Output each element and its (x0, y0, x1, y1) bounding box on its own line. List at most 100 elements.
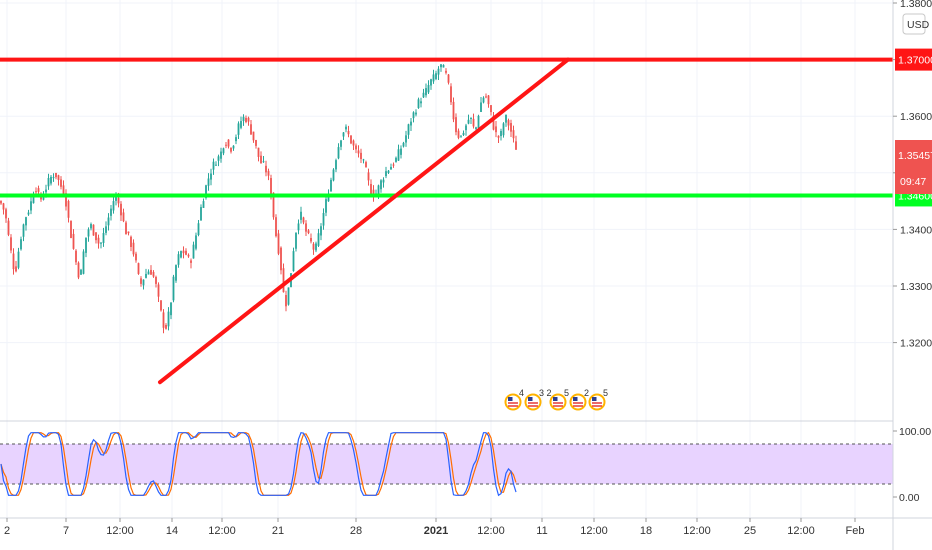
candle-body (347, 130, 350, 135)
candle-body (160, 300, 162, 311)
candle-body (247, 117, 250, 122)
currency-button[interactable]: USD (902, 13, 930, 35)
candle-body (275, 217, 277, 237)
candle-body (132, 242, 135, 255)
candle-body (85, 237, 87, 253)
candle-body (100, 242, 102, 244)
candle-body (195, 235, 197, 249)
candle-body (242, 116, 245, 121)
candle-body (322, 212, 325, 226)
candle-body (477, 115, 480, 129)
candle-body (240, 121, 242, 128)
bar-countdown-label: 09:47 (900, 176, 926, 188)
price-tick-label: 1.32000 (900, 338, 932, 350)
candle-body (482, 97, 485, 103)
candle-body (402, 142, 405, 147)
economic-event-flag-icon[interactable]: 4 (504, 388, 525, 411)
candle-body (512, 130, 515, 139)
candle-body (377, 185, 380, 195)
candle-body (497, 135, 500, 138)
trendline-line[interactable] (158, 57, 570, 385)
candle-body (307, 230, 310, 234)
candle-body (380, 180, 382, 190)
candle-body (507, 120, 510, 126)
candle-body (75, 250, 77, 263)
candle-body (405, 135, 407, 143)
candle-body (387, 170, 390, 173)
candle-body (117, 197, 120, 204)
event-count: 3 2 (539, 388, 552, 398)
candle-body (495, 126, 497, 133)
candle-body (455, 117, 457, 133)
candle-body (70, 220, 72, 239)
candle-body (135, 253, 137, 261)
candle-body (330, 179, 332, 192)
candle-body (230, 147, 232, 152)
candle-body (297, 223, 300, 231)
candle-body (162, 312, 165, 328)
oscillator-tick-label: 0.00 (899, 492, 920, 504)
candle-body (0, 200, 2, 204)
candle-body (360, 152, 362, 160)
candle-body (465, 125, 467, 131)
candle-body (102, 233, 105, 243)
candle-body (245, 117, 247, 123)
candle-body (27, 212, 30, 215)
candle-body (452, 101, 455, 120)
candle-body (185, 250, 187, 255)
candle-body (177, 254, 180, 265)
horizontal-levels[interactable] (0, 57, 893, 198)
candle-body (332, 169, 335, 181)
candle-body (490, 105, 492, 113)
price-tick-label: 1.38000 (900, 0, 932, 10)
candle-body (112, 201, 115, 211)
economic-events[interactable]: 4 3 2 5 2 5 (504, 388, 609, 411)
economic-event-flag-icon[interactable]: 5 (549, 388, 570, 411)
candle-body (220, 151, 222, 159)
candle-body (15, 266, 17, 272)
candle-body (122, 212, 125, 222)
level-price-label: 1.37000 (898, 55, 932, 67)
candle-body (292, 251, 295, 272)
current-price-label: 1.35457 (898, 150, 932, 162)
candle-body (352, 140, 355, 146)
candle-body (115, 196, 117, 201)
candle-body (310, 238, 312, 242)
candle-body (90, 224, 92, 229)
candle-body (502, 123, 505, 136)
candle-body (335, 160, 337, 170)
candle-body (152, 272, 155, 277)
time-tick-label: 14 (166, 525, 178, 537)
candle-body (235, 137, 237, 142)
economic-event-flag-icon[interactable]: 3 2 (524, 388, 552, 411)
candle-body (270, 178, 272, 197)
candle-body (25, 217, 27, 226)
candle-body (340, 140, 342, 147)
economic-event-flag-icon[interactable]: 5 (588, 388, 609, 411)
candle-body (342, 132, 345, 137)
candle-body (487, 95, 490, 105)
candle-body (392, 164, 395, 166)
candle-body (82, 251, 85, 274)
candle-body (382, 179, 385, 183)
candle-body (62, 185, 65, 196)
candle-body (485, 96, 487, 98)
candle-body (267, 170, 270, 176)
candle-body (365, 162, 367, 168)
candle-body (385, 171, 387, 177)
candle-body (225, 144, 227, 146)
economic-event-flag-icon[interactable]: 2 (569, 388, 590, 411)
candle-body (92, 224, 95, 236)
trendline[interactable] (158, 57, 570, 385)
candle-body (250, 124, 252, 135)
candle-body (202, 201, 205, 208)
candle-body (145, 273, 147, 278)
flag-canton (592, 397, 597, 401)
candle-body (95, 232, 97, 241)
candle-body (467, 119, 470, 124)
candle-body (305, 223, 307, 232)
candle-body (200, 207, 202, 221)
flag-canton (553, 397, 558, 401)
candle-body (217, 156, 220, 161)
